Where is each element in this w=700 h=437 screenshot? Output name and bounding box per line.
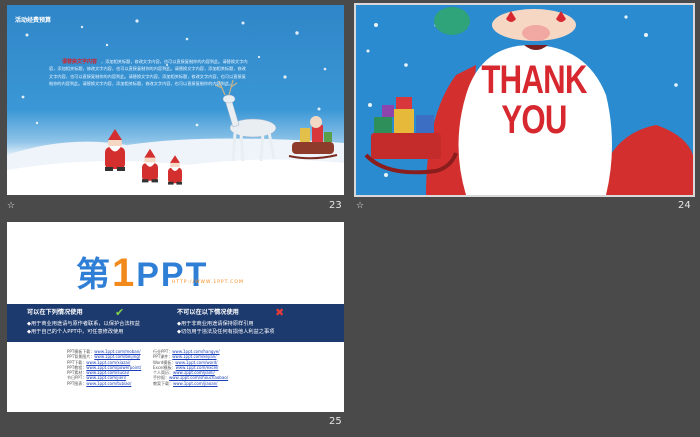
resource-link[interactable]: www.1ppt.com/jiaoan/ (173, 380, 218, 386)
resource-link-row: PPT模板下载：www.1ppt.com/moban/ (67, 349, 141, 354)
can-use-column: 可以在下列情况使用 ◆用于商业用途请与原作者联系，以保护合法权益 ◆用于自己的个… (27, 309, 140, 336)
slide-number-23: 23 (329, 200, 342, 211)
resource-link[interactable]: www.1ppt.com/word/ (175, 359, 218, 365)
reindeer-icon (214, 79, 277, 162)
logo-di: 第 (76, 256, 112, 294)
resource-link-row: 手抄报：www.1ppt.com/shouchaobao/ (153, 375, 228, 380)
resource-link-row: 个人简历：www.1ppt.com/jianli/ (153, 370, 228, 375)
resource-link-label: PPT模板下载： (67, 349, 95, 354)
resource-link[interactable]: www.1ppt.com/xiazai/ (86, 359, 131, 365)
slide-number-25: 25 (329, 416, 342, 427)
can-use-item: ◆用于商业用途请与原作者联系，以保护合法权益 (27, 321, 140, 327)
resource-link[interactable]: www.1ppt.com/excel/ (175, 364, 219, 370)
resource-link[interactable]: www.1ppt.com/jianli/ (173, 370, 215, 376)
resource-link-row: Word模板：www.1ppt.com/word/ (153, 360, 228, 365)
resource-link-label: PPT素材： (67, 370, 87, 376)
slide-thumbnail-23[interactable]: 活动经费预算 请替换文字内容 ，添加相关标题，修改文字内容，也可以直接复制你的内… (7, 5, 344, 195)
heart-eye-icon (506, 11, 516, 22)
usage-terms-band: 可以在下列情况使用 ◆用于商业用途请与原作者联系，以保护合法权益 ◆用于自己的个… (7, 304, 344, 342)
resource-link[interactable]: www.1ppt.com/hangye/ (172, 349, 220, 354)
winter-scene-illustration (7, 19, 344, 195)
resource-link-row: PPT下载：www.1ppt.com/xiazai/ (67, 360, 141, 365)
logo: 第1PPT (76, 247, 208, 296)
you-text: YOU (501, 98, 567, 142)
slide-thumbnail-25[interactable]: 第1PPT HTTP://WWW.1PPT.COM 可以在下列情况使用 ◆用于商… (7, 222, 344, 412)
resource-link[interactable]: www.1ppt.com/jieri/ (86, 375, 127, 381)
beard-icon (458, 45, 612, 195)
body-text: ，添加相关标题，修改文字内容，也可以直接复制你的内容到此。请替换文字内容，添加相… (49, 59, 248, 86)
mitten-icon (434, 7, 470, 35)
resource-link[interactable]: www.1ppt.com/tubiao/ (86, 380, 132, 386)
nose-icon (522, 25, 550, 41)
resource-link-label: 教案下载： (153, 380, 173, 386)
heart-eye-icon (556, 11, 566, 22)
cross-icon: ✖ (275, 306, 285, 319)
resource-link-row: PPT课件：www.1ppt.com/kejian/ (153, 354, 228, 359)
cannot-use-column: 不可以在以下情况使用 ◆用于非商业用途请保持原样引用 ◆切勿用于违法及任何有损他… (177, 309, 274, 336)
resource-link-label: PPT图表： (67, 380, 87, 386)
slide-title: 活动经费预算 (15, 17, 52, 24)
resource-link-label: PPT背景图片： (67, 354, 95, 360)
resource-link-label: PPT课件： (153, 354, 173, 360)
logo-one: 1 (112, 251, 137, 295)
resource-link-label: Excel模板： (153, 364, 176, 370)
resource-link-label: PPT下载： (67, 359, 87, 365)
resource-link-row: Excel模板：www.1ppt.com/excel/ (153, 365, 228, 370)
cannot-use-item: ◆用于非商业用途请保持原样引用 (177, 321, 254, 327)
slide-thumbnail-24[interactable]: THANK YOU (354, 3, 695, 197)
resource-link[interactable]: www.1ppt.com/shouchaobao/ (169, 375, 229, 381)
body-heading: 请替换文字内容 (62, 59, 98, 65)
gift-sled-icon (364, 97, 458, 175)
santa-illustration (364, 7, 693, 195)
sleigh-icon (288, 116, 338, 160)
cannot-use-item: ◆切勿用于违法及任何有损他人利益之事项 (177, 329, 275, 335)
resource-link-label: 节日PPT： (67, 375, 87, 381)
resource-link[interactable]: www.1ppt.com/kejian/ (172, 354, 217, 360)
resource-link-row: PPT背景图片：www.1ppt.com/beijing/ (67, 354, 141, 359)
resource-link-row: 教案下载：www.1ppt.com/jiaoan/ (153, 381, 228, 386)
resource-link-label: PPT教程： (67, 364, 87, 370)
resource-link[interactable]: www.1ppt.com/beijing/ (94, 354, 141, 360)
resource-link-row: 行业PPT：www.1ppt.com/hangye/ (153, 349, 228, 354)
resource-link-row: PPT图表：www.1ppt.com/tubiao/ (67, 381, 141, 386)
resource-link-label: 手抄报： (153, 375, 169, 381)
resource-link-label: Word模板： (153, 359, 176, 365)
resource-link-row: PPT素材：www.1ppt.com/sucai/ (67, 370, 141, 375)
santa-figures-icon (105, 129, 182, 185)
resource-link-row: PPT教程：www.1ppt.com/powerpoint/ (67, 365, 141, 370)
resource-link[interactable]: www.1ppt.com/sucai/ (86, 370, 130, 376)
resource-link-label: 个人简历： (153, 370, 173, 376)
thank-text: THANK (481, 58, 587, 102)
resource-link-row: 节日PPT：www.1ppt.com/jieri/ (67, 375, 141, 380)
snowflakes-icon (21, 19, 327, 127)
logo-url: HTTP://WWW.1PPT.COM (172, 280, 244, 285)
resource-link[interactable]: www.1ppt.com/powerpoint/ (86, 364, 142, 370)
slide-number-24: 24 (678, 200, 691, 211)
thank-you-heading: THANK YOU (468, 60, 601, 140)
resource-link-label: 行业PPT： (153, 349, 173, 354)
check-icon: ✔ (115, 306, 125, 319)
resource-link[interactable]: www.1ppt.com/moban/ (94, 349, 141, 354)
can-use-title: 可以在下列情况使用 (27, 309, 83, 316)
links-left-column: PPT模板下载：www.1ppt.com/moban/PPT背景图片：www.1… (67, 349, 141, 386)
can-use-item: ◆用于自己的个人PPT中，可任意修改使用 (27, 329, 124, 335)
slide-23-star-icon: ☆ (7, 201, 16, 211)
slide-24-star-icon: ☆ (356, 201, 365, 211)
logo-ppt: PPT (136, 256, 209, 294)
cannot-use-title: 不可以在以下情况使用 (177, 309, 239, 316)
links-right-column: 行业PPT：www.1ppt.com/hangye/PPT课件：www.1ppt… (153, 349, 228, 386)
